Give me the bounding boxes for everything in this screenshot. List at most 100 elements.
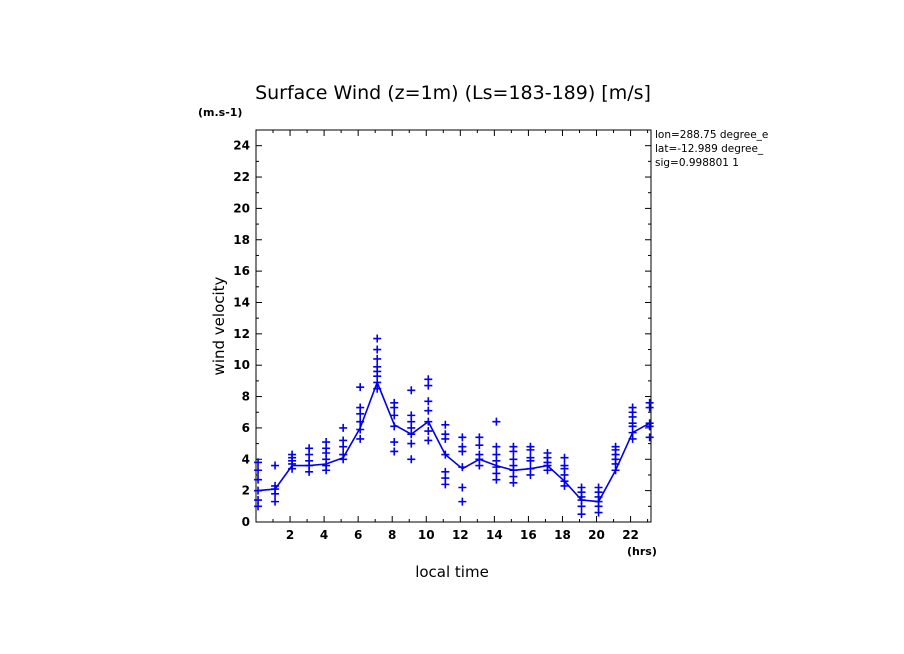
info-line-lat: lat=-12.989 degree_ [655,143,764,155]
wind-sample-marker [322,438,331,447]
wind-sample-marker [594,483,603,492]
wind-sample-marker [509,442,518,451]
wind-sample-marker [356,425,365,434]
wind-sample-marker [645,433,654,442]
x-tick-label: 4 [320,528,328,542]
chart-title: Surface Wind (z=1m) (Ls=183-189) [m/s] [255,82,651,104]
wind-sample-marker [441,467,450,476]
y-axis-label: wind velocity [210,276,228,375]
y-tick-label: 0 [242,515,250,529]
wind-sample-marker [356,383,365,392]
y-tick-label: 14 [233,295,250,309]
wind-sample-marker [373,362,382,371]
wind-sample-marker [526,442,535,451]
wind-sample-marker [611,442,620,451]
y-tick-label: 2 [242,484,250,498]
x-tick-label: 22 [622,528,639,542]
wind-sample-marker [424,417,433,426]
wind-sample-marker [373,354,382,363]
wind-sample-marker [424,397,433,406]
wind-sample-marker [475,441,484,450]
wind-sample-marker [424,406,433,415]
data-marks [254,334,654,519]
wind-sample-marker [645,419,654,428]
wind-sample-marker [645,398,654,407]
wind-sample-marker [492,417,501,426]
x-tick-label: 20 [588,528,605,542]
wind-sample-marker [526,453,535,462]
x-axis-ticks: 2 4 6 8 10 12 14 16 18 20 22 [272,130,649,542]
wind-sample-marker [492,442,501,451]
info-line-lon: lon=288.75 degree_e [655,129,768,141]
wind-sample-marker [373,345,382,354]
wind-sample-marker [424,427,433,436]
wind-sample-marker [441,430,450,439]
wind-sample-marker [390,398,399,407]
wind-sample-marker [458,483,467,492]
x-tick-label: 18 [554,528,571,542]
wind-sample-marker [560,461,569,470]
wind-sample-marker [543,449,552,458]
x-tick-label: 14 [486,528,503,542]
wind-sample-marker [254,475,263,484]
wind-sample-marker [458,442,467,451]
y-tick-label: 16 [233,264,250,278]
wind-sample-marker [254,458,263,467]
y-tick-label: 22 [233,170,250,184]
plot-frame [255,129,652,523]
y-tick-label: 18 [233,233,250,247]
wind-sample-marker [288,450,297,459]
y-tick-label: 8 [242,390,250,404]
mean-wind-line [257,380,650,503]
wind-sample-marker [254,466,263,475]
wind-sample-marker [356,417,365,426]
wind-sample-marker [407,439,416,448]
wind-sample-marker [407,455,416,464]
wind-sample-marker [373,334,382,343]
wind-sample-marker [628,403,637,412]
wind-sample-marker [356,403,365,412]
wind-sample-marker [475,433,484,442]
x-tick-label: 6 [354,528,362,542]
y-tick-label: 20 [233,201,250,215]
y-tick-label: 4 [242,452,250,466]
wind-sample-marker [424,375,433,384]
wind-sample-marker [271,481,280,490]
wind-sample-marker [560,453,569,462]
y-tick-label: 6 [242,421,250,435]
wind-sample-marker [577,483,586,492]
wind-sample-marker [390,411,399,420]
wind-sample-marker [424,436,433,445]
wind-sample-marker [458,463,467,472]
wind-sample-marker [339,450,348,459]
wind-sample-marker [475,450,484,459]
wind-sample-marker [441,420,450,429]
wind-sample-marker [339,423,348,432]
wind-sample-marker [509,455,518,464]
x-tick-label: 12 [452,528,469,542]
y-unit-label: (m.s-1) [198,106,242,119]
wind-sample-marker [254,496,263,505]
wind-sample-marker [577,510,586,519]
wind-sample-marker [407,386,416,395]
info-line-sig: sig=0.998801 1 [655,157,739,169]
wind-sample-marker [458,433,467,442]
wind-sample-marker [390,447,399,456]
x-tick-label: 16 [520,528,537,542]
wind-sample-marker [356,434,365,443]
wind-sample-marker [271,461,280,470]
wind-sample-marker [492,450,501,459]
wind-sample-marker [526,464,535,473]
x-axis-label: local time [415,563,489,581]
y-tick-label: 24 [233,139,250,153]
y-tick-label: 10 [233,358,250,372]
y-tick-label: 12 [233,327,250,341]
wind-sample-marker [254,486,263,495]
wind-sample-marker [305,444,314,453]
wind-sample-marker [407,411,416,420]
wind-sample-marker [441,450,450,459]
x-unit-label: (hrs) [627,545,657,558]
wind-sample-marker [390,438,399,447]
